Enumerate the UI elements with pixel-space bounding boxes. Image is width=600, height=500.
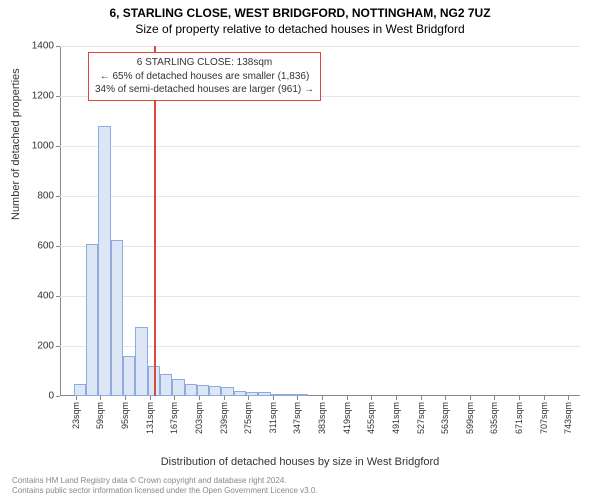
x-tick-label: 455sqm [366,402,376,434]
x-tick [125,396,126,400]
x-tick-label: 383sqm [317,402,327,434]
annotation-line: ← 65% of detached houses are smaller (1,… [95,70,314,84]
footer-line-2: Contains public sector information licen… [12,486,318,496]
annotation-box: 6 STARLING CLOSE: 138sqm← 65% of detache… [88,52,321,101]
x-tick [199,396,200,400]
x-tick-label: 239sqm [219,402,229,434]
y-tick [56,396,60,397]
histogram-bar [160,374,172,397]
x-tick-label: 275sqm [243,402,253,434]
histogram-bar [221,387,233,396]
y-tick [56,346,60,347]
attribution-footer: Contains HM Land Registry data © Crown c… [12,476,318,496]
annotation-line: 6 STARLING CLOSE: 138sqm [95,56,314,70]
x-tick-label: 563sqm [440,402,450,434]
x-tick-label: 203sqm [194,402,204,434]
x-tick [322,396,323,400]
x-tick-label: 743sqm [563,402,573,434]
histogram-bar [258,392,270,396]
x-tick-label: 131sqm [145,402,155,434]
histogram-bar [111,240,123,396]
histogram-bar [209,386,221,396]
x-tick [470,396,471,400]
y-tick-label: 200 [37,341,54,352]
x-tick [371,396,372,400]
x-tick-label: 527sqm [416,402,426,434]
y-tick [56,196,60,197]
histogram-bar [283,394,295,396]
y-axis-line [60,46,61,396]
x-tick-label: 167sqm [169,402,179,434]
x-tick [347,396,348,400]
x-tick [174,396,175,400]
histogram-bar [74,384,86,397]
x-tick [248,396,249,400]
y-tick [56,146,60,147]
histogram-bar [172,379,184,397]
x-tick-label: 419sqm [342,402,352,434]
x-tick [273,396,274,400]
x-tick [100,396,101,400]
page-subtitle: Size of property relative to detached ho… [0,20,600,36]
y-tick [56,246,60,247]
y-tick-label: 600 [37,241,54,252]
x-tick [76,396,77,400]
x-tick [494,396,495,400]
x-tick [519,396,520,400]
annotation-line: 34% of semi-detached houses are larger (… [95,83,314,97]
x-tick-label: 347sqm [292,402,302,434]
x-tick-label: 707sqm [539,402,549,434]
x-tick [568,396,569,400]
y-tick-label: 800 [37,191,54,202]
x-tick-label: 311sqm [268,402,278,433]
y-axis-label: Number of detached properties [10,68,22,220]
histogram-bar [234,391,246,396]
y-tick-label: 1200 [32,91,54,102]
gridline [60,146,580,147]
page-title-address: 6, STARLING CLOSE, WEST BRIDGFORD, NOTTI… [0,0,600,20]
y-tick [56,46,60,47]
x-axis-label: Distribution of detached houses by size … [0,456,600,468]
gridline [60,246,580,247]
gridline [60,46,580,47]
x-tick-label: 671sqm [514,402,524,434]
x-tick-label: 635sqm [489,402,499,434]
histogram-bar [98,126,110,396]
x-tick [150,396,151,400]
x-tick-label: 599sqm [465,402,475,434]
x-tick [297,396,298,400]
x-tick [396,396,397,400]
footer-line-1: Contains HM Land Registry data © Crown c… [12,476,318,486]
x-tick-label: 491sqm [391,402,401,434]
histogram-bar [135,327,147,396]
y-tick-label: 0 [48,391,54,402]
x-tick-label: 23sqm [71,402,81,429]
y-tick-label: 1400 [32,41,54,52]
x-tick-label: 95sqm [120,402,130,429]
x-tick-label: 59sqm [95,402,105,429]
gridline [60,296,580,297]
histogram-bar [123,356,135,396]
x-tick [421,396,422,400]
gridline [60,196,580,197]
y-tick-label: 1000 [32,141,54,152]
x-tick [224,396,225,400]
histogram-bar [185,384,197,397]
y-tick [56,296,60,297]
x-tick [544,396,545,400]
x-tick [445,396,446,400]
histogram-bar [197,385,209,396]
histogram-chart: 020040060080010001200140023sqm59sqm95sqm… [60,46,580,396]
histogram-bar [86,244,98,397]
y-tick-label: 400 [37,291,54,302]
y-tick [56,96,60,97]
